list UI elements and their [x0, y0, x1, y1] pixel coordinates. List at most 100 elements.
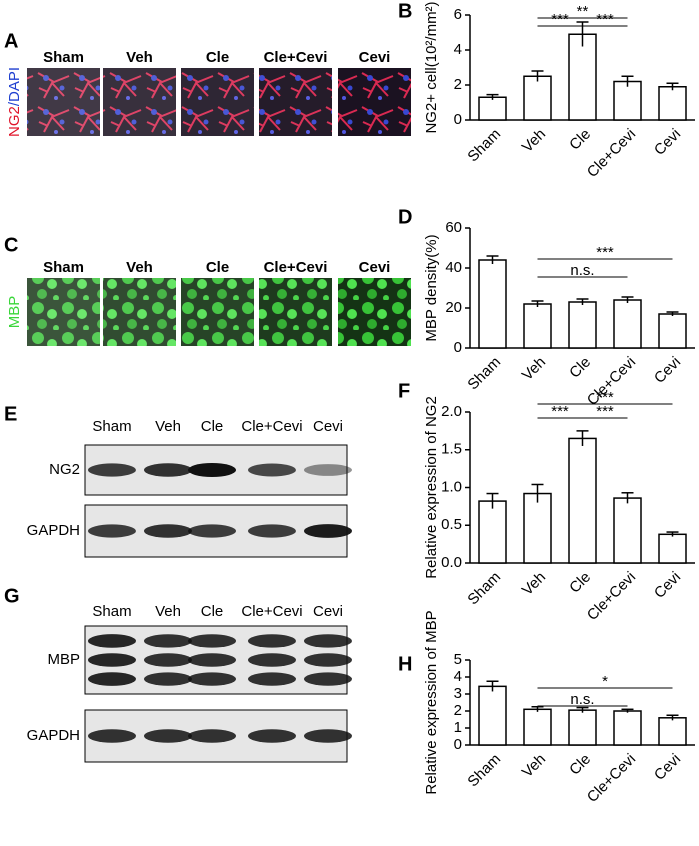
- y-tick-label: 2.0: [441, 403, 462, 420]
- blot-band: [88, 729, 136, 743]
- bar: [478, 96, 507, 121]
- lane-label: Cle: [201, 603, 224, 620]
- lane-label: Veh: [155, 603, 181, 620]
- protein-label: NG2: [49, 461, 80, 478]
- x-tick-label: Cle: [566, 354, 594, 382]
- significance-label: **: [577, 3, 589, 20]
- bar: [523, 708, 552, 746]
- blot-band: [88, 653, 136, 667]
- bar: [658, 86, 687, 121]
- x-tick-label: Cle: [566, 126, 594, 154]
- group-label: Cevi: [359, 259, 391, 276]
- x-tick-label: Sham: [464, 569, 504, 609]
- stain-part: /DAPI: [6, 67, 23, 106]
- micrograph: [181, 68, 254, 136]
- x-tick-label: Veh: [519, 126, 549, 156]
- y-tick-label: 0: [454, 111, 462, 128]
- x-tick-label: Cle+Cevi: [584, 751, 639, 806]
- y-tick-label: 0.0: [441, 554, 462, 571]
- lane-label: Sham: [92, 603, 131, 620]
- blot-band: [188, 653, 236, 667]
- blot-band: [248, 729, 296, 743]
- micrograph: [103, 278, 176, 346]
- panel-letter: F: [398, 380, 410, 402]
- blot-band: [248, 634, 296, 648]
- panel-letter: G: [4, 585, 20, 607]
- x-tick-label: Cle: [566, 569, 594, 597]
- significance-label: n.s.: [570, 262, 594, 279]
- bar: [613, 80, 642, 121]
- bar: [478, 685, 507, 746]
- protein-label: GAPDH: [27, 522, 80, 539]
- y-axis-label: Relative expression of NG2: [423, 396, 440, 579]
- y-axis-label: NG2+ cell(10²/mm²): [423, 1, 440, 133]
- group-label: Cle: [206, 49, 229, 66]
- x-tick-label: Cle+Cevi: [584, 569, 639, 624]
- blot-band: [304, 729, 352, 743]
- y-tick-label: 5: [454, 651, 462, 668]
- y-tick-label: 0: [454, 736, 462, 753]
- significance-label: ***: [596, 11, 614, 28]
- blot-band: [248, 524, 296, 538]
- y-axis-label: MBP density(%): [423, 234, 440, 341]
- y-tick-label: 2: [454, 702, 462, 719]
- stain-part: MBP: [6, 296, 23, 329]
- x-tick-label: Cle: [566, 751, 594, 779]
- bar: [568, 33, 597, 121]
- blot-band: [248, 463, 296, 477]
- significance-label: n.s.: [570, 691, 594, 708]
- y-tick-label: 4: [454, 668, 462, 685]
- y-tick-label: 2: [454, 76, 462, 93]
- x-tick-label: Sham: [464, 751, 504, 791]
- bar: [523, 492, 552, 564]
- blot-band: [88, 672, 136, 686]
- stain-part: NG2: [6, 106, 23, 137]
- group-label: Cle: [206, 259, 229, 276]
- group-label: Sham: [43, 259, 84, 276]
- y-axis-label: Relative expression of MBP: [423, 610, 440, 794]
- blot-band: [188, 634, 236, 648]
- stain-label: MBP: [6, 296, 23, 329]
- x-tick-label: Cevi: [651, 126, 684, 159]
- blot-band: [304, 634, 352, 648]
- bar: [478, 259, 507, 349]
- micrograph: [103, 68, 176, 136]
- blot-band: [248, 672, 296, 686]
- blot-band: [88, 524, 136, 538]
- group-label: Cle+Cevi: [264, 259, 328, 276]
- group-label: Cevi: [359, 49, 391, 66]
- blot-band: [304, 672, 352, 686]
- significance-label: ***: [596, 403, 614, 420]
- y-tick-label: 40: [445, 259, 462, 276]
- blot-band: [144, 634, 192, 648]
- lane-label: Cle: [201, 418, 224, 435]
- y-tick-label: 6: [454, 6, 462, 23]
- group-label: Veh: [126, 259, 153, 276]
- blot-band: [144, 672, 192, 686]
- blot-band: [304, 653, 352, 667]
- x-tick-label: Cevi: [651, 354, 684, 387]
- x-tick-label: Veh: [519, 751, 549, 781]
- micrograph: [181, 278, 254, 346]
- panel-letter: B: [398, 0, 412, 22]
- blot-band: [144, 653, 192, 667]
- lane-label: Veh: [155, 418, 181, 435]
- x-tick-label: Sham: [464, 126, 504, 166]
- bar: [523, 303, 552, 349]
- x-tick-label: Veh: [519, 354, 549, 384]
- bar: [658, 717, 687, 746]
- bar: [658, 313, 687, 349]
- panel-letter: A: [4, 30, 18, 52]
- y-tick-label: 1: [454, 719, 462, 736]
- bar: [568, 437, 597, 564]
- blot-band: [144, 463, 192, 477]
- significance-label: ***: [551, 11, 569, 28]
- micrograph: [338, 68, 411, 136]
- stain-label: NG2/DAPI: [6, 67, 23, 137]
- y-tick-label: 0.5: [441, 516, 462, 533]
- group-label: Veh: [126, 49, 153, 66]
- y-tick-label: 0: [454, 339, 462, 356]
- bar: [613, 299, 642, 349]
- blot-band: [144, 524, 192, 538]
